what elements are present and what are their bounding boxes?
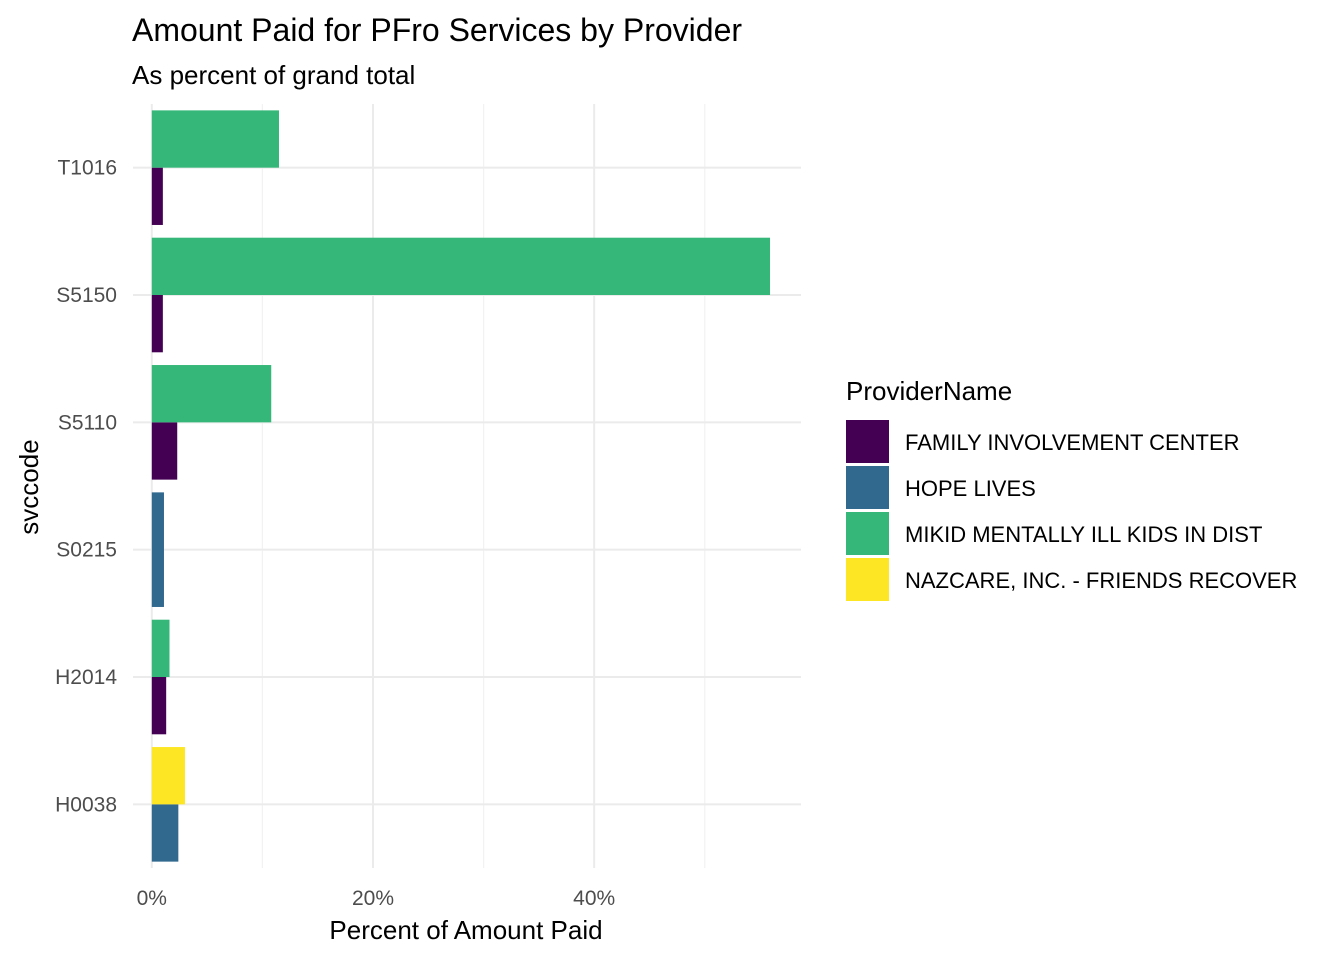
x-axis-title: Percent of Amount Paid xyxy=(329,915,602,945)
bar xyxy=(151,295,163,353)
x-axis-ticks: 0% 20% 40% xyxy=(137,887,616,910)
legend-label: MIKID MENTALLY ILL KIDS IN DIST xyxy=(905,522,1262,547)
y-tick-label: S5110 xyxy=(58,411,117,434)
y-tick-label: S5150 xyxy=(56,284,117,307)
legend-items: FAMILY INVOLVEMENT CENTER HOPE LIVES MIKID… xyxy=(846,420,1297,601)
legend-label: NAZCARE, INC. - FRIENDS RECOVER xyxy=(905,568,1297,593)
bar xyxy=(151,237,771,295)
bars xyxy=(151,110,771,862)
chart-subtitle: As percent of grand total xyxy=(132,60,415,90)
grid xyxy=(133,104,801,868)
y-tick-label: H0038 xyxy=(55,793,117,816)
y-tick-label: T1016 xyxy=(57,157,117,180)
y-tick-label: S0215 xyxy=(56,539,117,562)
bar xyxy=(151,167,163,225)
bar xyxy=(151,110,279,168)
x-tick-label: 40% xyxy=(573,887,615,910)
y-axis-title: svccode xyxy=(14,439,44,534)
y-axis-ticks: H0038 H2014 S0215 S5110 S5150 T1016 xyxy=(55,157,117,817)
legend-title: ProviderName xyxy=(846,376,1012,406)
legend-label: HOPE LIVES xyxy=(905,476,1036,501)
bar xyxy=(151,804,179,862)
bar xyxy=(151,492,164,607)
chart-title: Amount Paid for PFro Services by Provide… xyxy=(132,12,742,48)
x-tick-label: 20% xyxy=(352,887,394,910)
legend-swatch xyxy=(846,420,889,463)
y-tick-label: H2014 xyxy=(55,666,117,689)
legend-swatch xyxy=(846,466,889,509)
bar xyxy=(151,365,272,423)
legend: ProviderName FAMILY INVOLVEMENT CENTER HO… xyxy=(846,376,1297,601)
legend-swatch xyxy=(846,558,889,601)
bar xyxy=(151,677,167,735)
legend-swatch xyxy=(846,512,889,555)
bar xyxy=(151,422,178,480)
x-tick-label: 0% xyxy=(137,887,167,910)
legend-label: FAMILY INVOLVEMENT CENTER xyxy=(905,430,1240,455)
bar xyxy=(151,747,185,805)
bar xyxy=(151,619,170,677)
